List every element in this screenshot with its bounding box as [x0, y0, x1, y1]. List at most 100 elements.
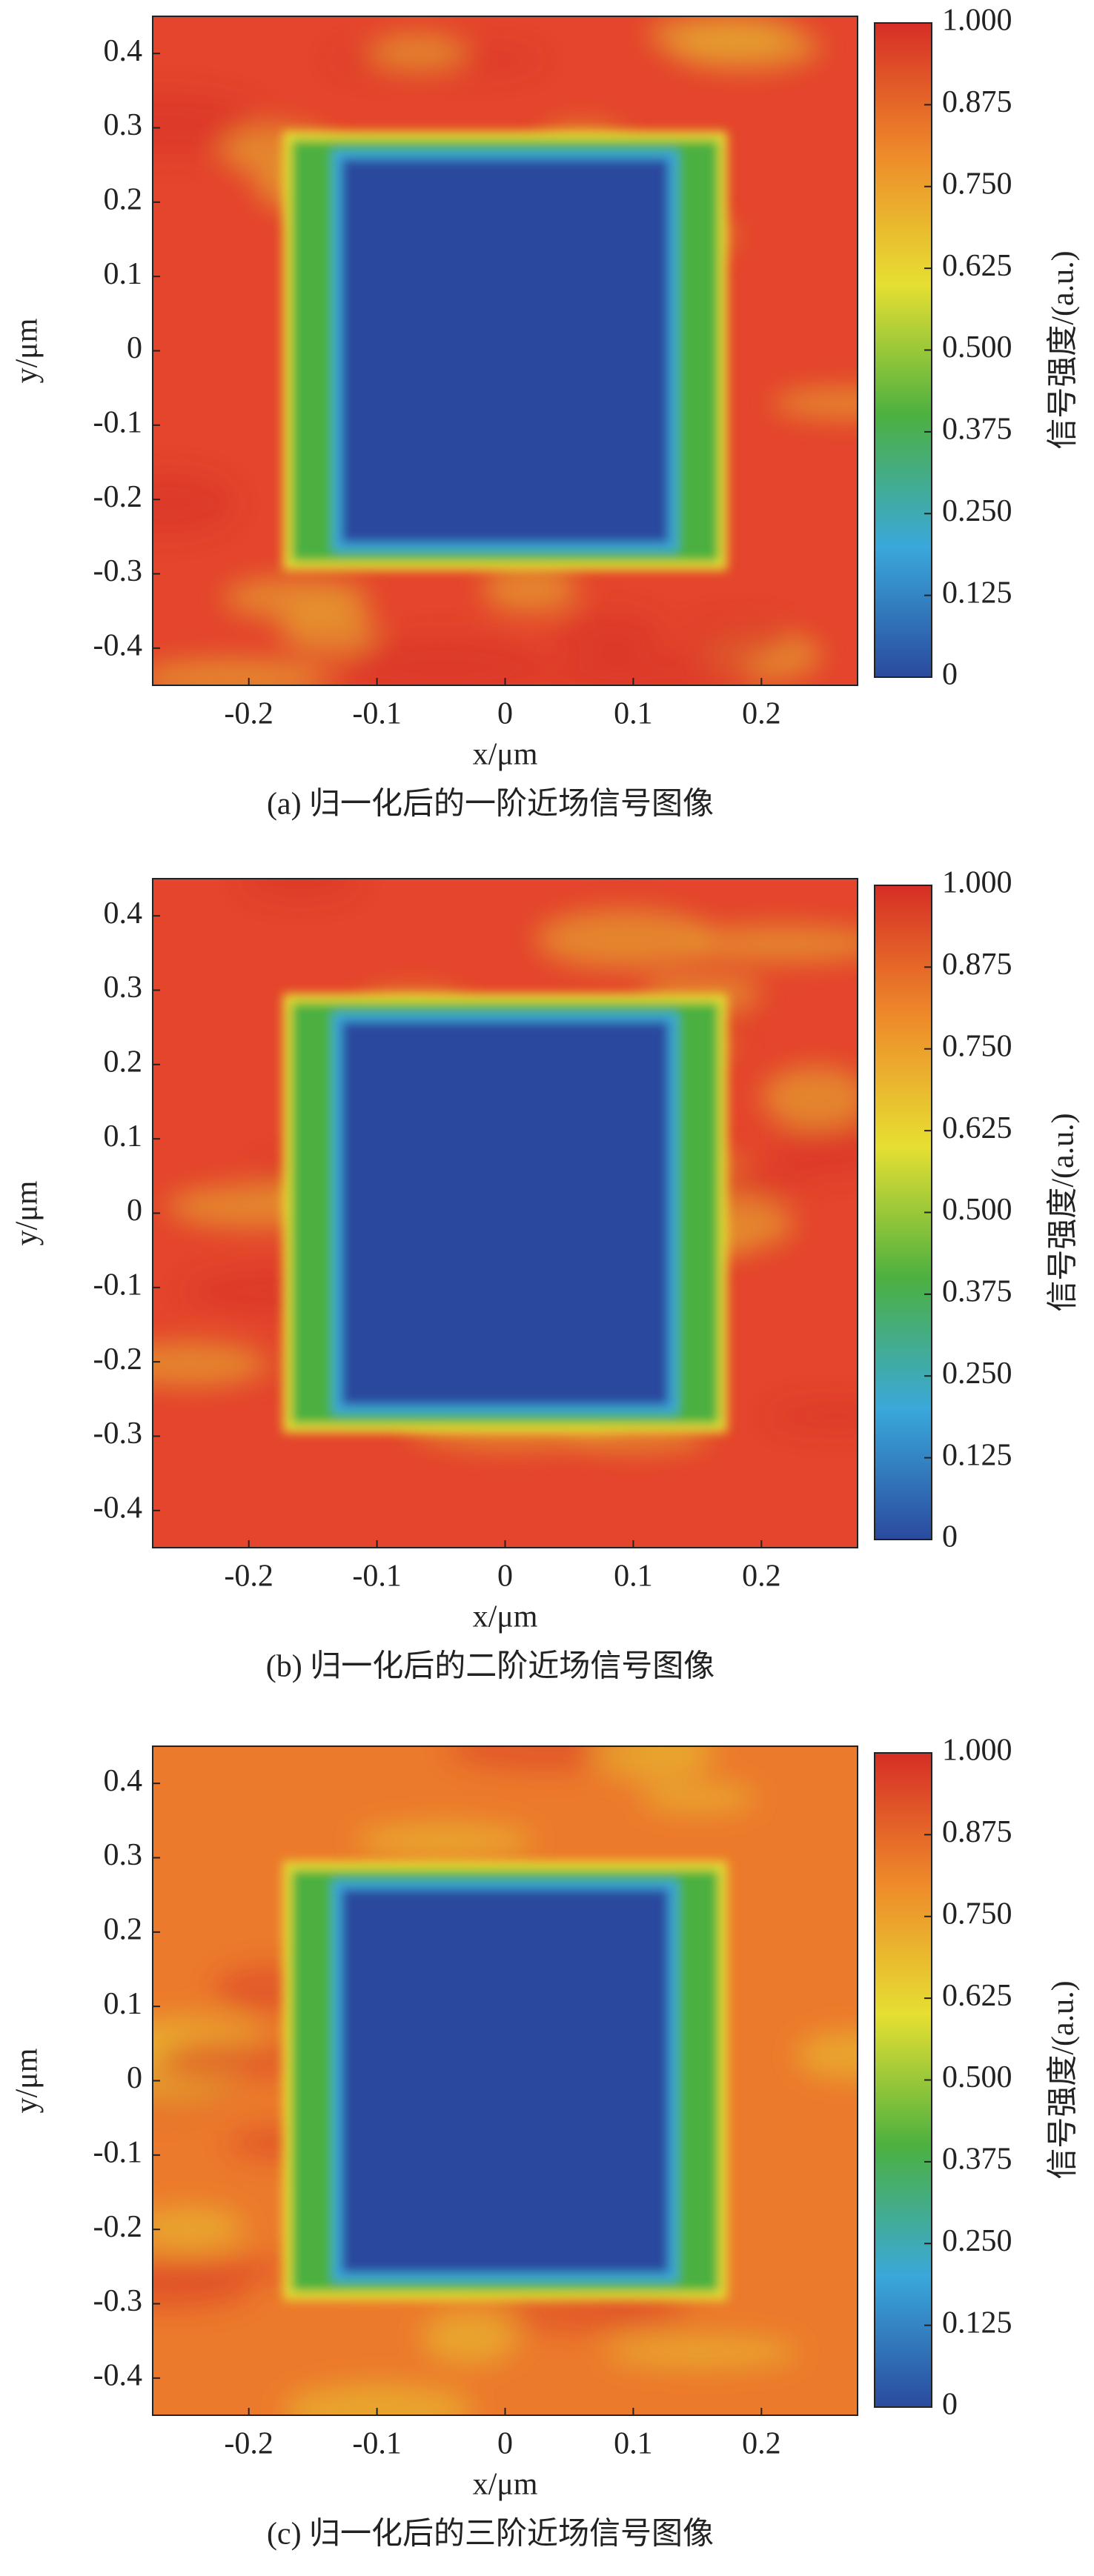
square [282, 1861, 728, 2300]
texture-blob [497, 2299, 696, 2332]
texture-blob [685, 619, 791, 662]
square-core [341, 1888, 669, 2273]
y-axis-label: y/μm [10, 1180, 44, 1245]
colorbar-tick-label: 0 [942, 1520, 958, 1554]
y-tick-label: -0.3 [93, 2284, 143, 2318]
y-tick-label: 0.4 [104, 34, 143, 68]
x-tick-label: 0.1 [614, 1560, 653, 1594]
colorbar-tick-label: 0.500 [942, 1193, 1012, 1227]
colorbar-tick-label: 0.875 [942, 1815, 1012, 1849]
y-tick-label: 0 [127, 331, 142, 365]
texture-blob [153, 2206, 245, 2251]
texture-blob [795, 2030, 858, 2080]
y-tick-label: 0 [127, 2061, 142, 2095]
texture-blob [242, 879, 359, 898]
colorbar-tick-label: 1.000 [942, 1734, 1012, 1768]
x-axis-label: x/μm [473, 2468, 538, 2502]
x-tick-label: -0.2 [224, 2427, 274, 2461]
caption: (b) 归一化后的二阶近场信号图像 [266, 1650, 715, 1684]
colorbar-tick-label: 0.500 [942, 2060, 1012, 2094]
colorbar-tick-label: 0.125 [942, 2306, 1012, 2340]
colorbar-label: 信号强度/(a.u.) [1047, 1980, 1081, 2179]
y-axis-label: y/μm [10, 318, 44, 383]
y-tick-label: -0.3 [93, 1417, 143, 1451]
y-tick-label: -0.4 [93, 1491, 143, 1525]
x-tick-label: 0.1 [614, 697, 653, 731]
colorbar-tick-label: 0.500 [942, 330, 1012, 365]
colorbar [874, 22, 932, 678]
panel: -0.2 -0.1 0 0.1 0.2 -0.4 -0.3 -0.2 -0.1 0 0.1 0.2 0.… [10, 4, 1081, 822]
x-tick-label: 0.2 [742, 1560, 781, 1594]
colorbar-tick-label: 0.625 [942, 1111, 1012, 1145]
colorbar-tick-label: 0.875 [942, 85, 1012, 119]
heatmap-field [153, 879, 858, 1548]
colorbar-tick-label: 0.250 [942, 2224, 1012, 2258]
texture-blob [338, 636, 548, 685]
square [282, 994, 728, 1433]
y-tick-label: -0.1 [93, 405, 143, 439]
y-tick-label: -0.4 [93, 2358, 143, 2392]
texture-blob [605, 2335, 800, 2369]
square-core [341, 159, 669, 543]
y-tick-label: -0.4 [93, 628, 143, 662]
texture-blob [537, 653, 759, 685]
texture-blob [153, 472, 234, 534]
colorbar-tick-label: 0.125 [942, 1438, 1012, 1472]
texture-blob [156, 2038, 297, 2081]
square [282, 131, 728, 570]
colorbar-tick-label: 0.250 [942, 1357, 1012, 1391]
colorbar-tick-label: 0 [942, 658, 958, 692]
texture-blob [550, 611, 665, 658]
y-tick-label: -0.2 [93, 1342, 143, 1377]
x-axis-label: x/μm [473, 738, 538, 772]
square-core [341, 1021, 669, 1405]
heatmap-field [153, 1746, 858, 2415]
x-tick-label: 0.1 [614, 2427, 653, 2461]
colorbar-tick-label: 0.375 [942, 2143, 1012, 2177]
y-tick-label: 0 [127, 1194, 142, 1228]
colorbar-tick-label: 1.000 [942, 866, 1012, 900]
colorbar-tick-label: 0.875 [942, 948, 1012, 982]
texture-blob [534, 909, 716, 969]
x-tick-label: 0 [497, 2427, 513, 2461]
y-tick-label: 0.1 [104, 1119, 143, 1154]
x-tick-label: -0.2 [224, 1560, 274, 1594]
y-tick-label: 0.3 [104, 1838, 143, 1872]
y-tick-label: -0.1 [93, 2135, 143, 2169]
texture-blob [282, 2383, 474, 2415]
texture-blob [355, 1822, 534, 1860]
texture-blob [768, 1401, 858, 1431]
colorbar-label: 信号强度/(a.u.) [1047, 1113, 1081, 1311]
y-tick-label: -0.2 [93, 2210, 143, 2244]
texture-blob [153, 1341, 268, 1387]
colorbar-tick-label: 0 [942, 2388, 958, 2422]
x-tick-label: 0.2 [742, 2427, 781, 2461]
texture-blob [153, 2256, 296, 2284]
colorbar-tick-label: 0.375 [942, 413, 1012, 447]
y-tick-label: 0.1 [104, 1987, 143, 2021]
y-tick-label: 0.4 [104, 896, 143, 931]
texture-blob [482, 564, 578, 613]
y-tick-label: 0.2 [104, 1912, 143, 1946]
x-tick-label: -0.1 [352, 697, 402, 731]
y-tick-label: -0.3 [93, 554, 143, 588]
colorbar-tick-label: 0.625 [942, 249, 1012, 283]
texture-blob [153, 658, 331, 685]
texture-blob [421, 2309, 518, 2365]
colorbar-tick-label: 0.375 [942, 1275, 1012, 1309]
y-tick-label: 0.3 [104, 971, 143, 1005]
x-tick-label: -0.1 [352, 1560, 402, 1594]
x-tick-label: -0.2 [224, 697, 274, 731]
texture-blob [771, 387, 858, 419]
caption: (a) 归一化后的一阶近场信号图像 [267, 788, 714, 822]
x-tick-label: 0.2 [742, 697, 781, 731]
panel: -0.2 -0.1 0 0.1 0.2 -0.4 -0.3 -0.2 -0.1 0 0.1 0.2 0.… [10, 1734, 1081, 2552]
x-tick-label: 0 [497, 697, 513, 731]
colorbar-label: 信号强度/(a.u.) [1047, 250, 1081, 449]
colorbar [874, 1752, 932, 2408]
texture-blob [760, 1066, 858, 1128]
y-tick-label: 0.3 [104, 108, 143, 142]
colorbar-tick-label: 0.750 [942, 1897, 1012, 1931]
